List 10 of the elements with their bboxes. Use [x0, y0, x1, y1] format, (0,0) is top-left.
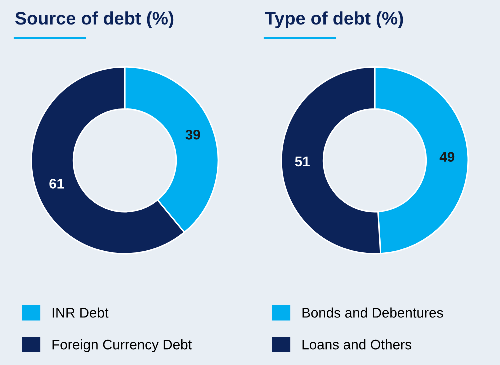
legend-label: Foreign Currency Debt [52, 340, 192, 352]
data-label: 39 [186, 130, 200, 140]
data-label: 49 [440, 152, 455, 162]
chart-title: Source of debt (%) [16, 12, 174, 28]
chart-title: Type of debt (%) [265, 12, 404, 28]
legend-label: Loans and Others [302, 340, 412, 350]
legend-label: INR Debt [52, 308, 109, 318]
legend-label: Bonds and Debentures [302, 308, 444, 318]
data-label: 61 [50, 179, 64, 189]
data-label: 51 [295, 156, 310, 167]
